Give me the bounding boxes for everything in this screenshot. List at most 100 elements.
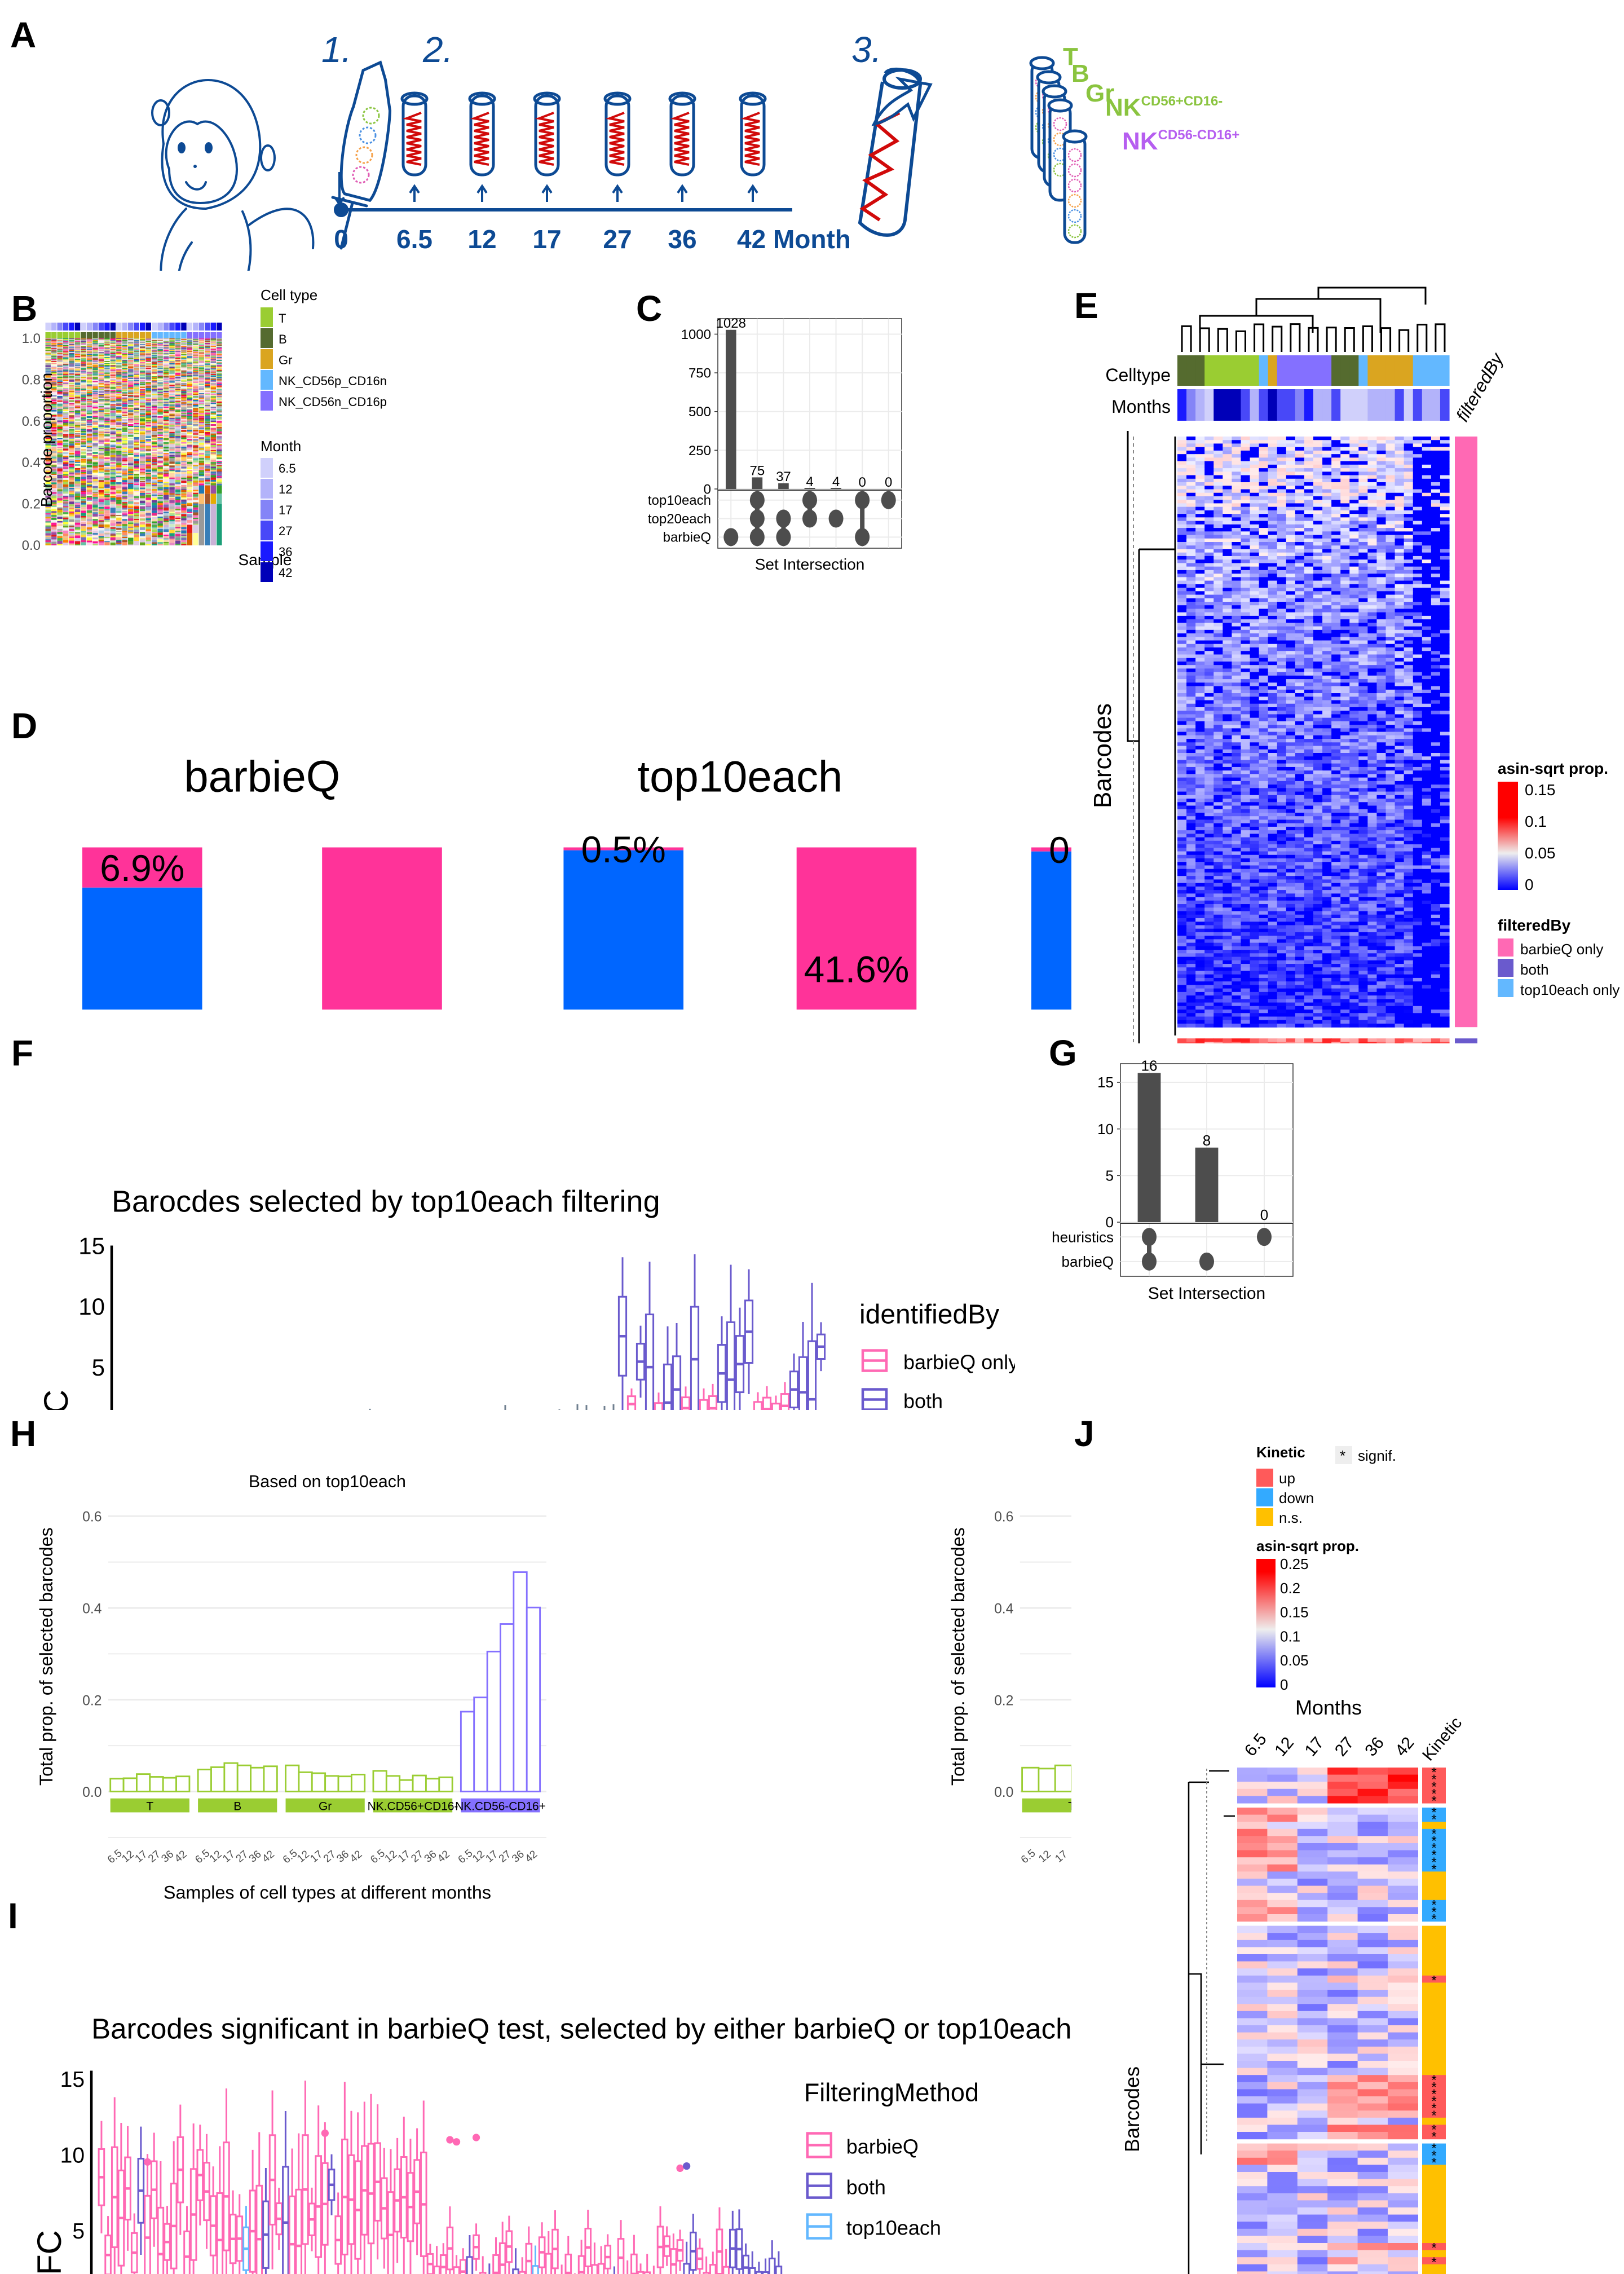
celltype-cell bbox=[210, 332, 217, 340]
barcode-segment bbox=[116, 395, 122, 396]
barcode-segment bbox=[139, 417, 145, 418]
barcode-segment bbox=[74, 345, 81, 346]
barcode-segment bbox=[193, 338, 198, 340]
barcode-segment bbox=[74, 464, 81, 466]
barcode-segment bbox=[210, 406, 217, 407]
barcode-segment bbox=[116, 497, 122, 500]
barcode-segment bbox=[198, 374, 205, 376]
barcode-segment bbox=[116, 505, 122, 506]
barcode-segment bbox=[98, 506, 104, 509]
barcode-segment bbox=[57, 424, 63, 426]
barcode-segment bbox=[57, 403, 63, 404]
barcode-segment bbox=[145, 343, 151, 345]
barcode-segment bbox=[181, 411, 187, 413]
barcode-segment bbox=[193, 456, 198, 459]
barcode-segment bbox=[139, 352, 145, 354]
barcode-segment bbox=[57, 457, 63, 460]
barcode-segment bbox=[151, 403, 157, 405]
barcode-segment bbox=[51, 344, 57, 346]
barcode-segment bbox=[139, 437, 145, 438]
barcode-segment bbox=[217, 362, 222, 363]
barcode-segment bbox=[63, 420, 69, 422]
barcode-segment bbox=[181, 448, 187, 451]
barcode-segment bbox=[98, 352, 104, 354]
barcode-segment bbox=[205, 341, 210, 342]
legend-swatch bbox=[261, 391, 273, 411]
barcode-segment bbox=[134, 342, 139, 344]
barcode-segment bbox=[57, 417, 63, 420]
barcode-segment bbox=[104, 400, 110, 402]
barcode-segment bbox=[104, 532, 110, 534]
barcode-segment bbox=[151, 466, 157, 468]
barcode-segment bbox=[116, 414, 122, 416]
barcode-segment bbox=[116, 388, 122, 390]
barcode-segment bbox=[74, 382, 81, 384]
barcode-segment bbox=[74, 380, 81, 382]
barcode-segment bbox=[74, 340, 81, 341]
barcode-segment bbox=[157, 350, 163, 351]
barcode-segment bbox=[92, 395, 98, 396]
barcode-segment bbox=[145, 444, 151, 447]
barcode-segment bbox=[151, 350, 157, 351]
month-annot-cell bbox=[1223, 389, 1232, 421]
barcode-segment bbox=[163, 420, 169, 421]
barcode-segment bbox=[104, 358, 110, 359]
barcode-segment bbox=[175, 351, 181, 352]
barcode-segment bbox=[74, 443, 81, 445]
barcode-segment bbox=[169, 437, 175, 439]
barcode-segment bbox=[92, 431, 98, 433]
barcode-segment bbox=[187, 338, 193, 339]
barcode-segment bbox=[81, 492, 86, 495]
heatmap-cell bbox=[1322, 443, 1332, 448]
heatmap-cell bbox=[1394, 437, 1405, 440]
barcode-segment bbox=[145, 361, 151, 362]
barcode-segment bbox=[139, 360, 145, 362]
barcode-segment bbox=[98, 367, 104, 368]
barcode-segment bbox=[92, 400, 98, 402]
barcode-segment bbox=[139, 486, 145, 488]
barcode-segment bbox=[86, 494, 92, 496]
barcode-segment bbox=[81, 390, 86, 391]
barcode-segment bbox=[51, 355, 57, 356]
barcode-segment bbox=[86, 357, 92, 358]
heatmap-cell bbox=[1232, 437, 1242, 440]
barcode-segment bbox=[122, 431, 128, 432]
barcode-segment bbox=[157, 501, 163, 504]
barcode-segment bbox=[63, 459, 69, 461]
barcode-segment bbox=[110, 516, 116, 519]
barcode-segment bbox=[57, 440, 63, 443]
barcode-segment bbox=[205, 393, 210, 394]
barcode-segment bbox=[187, 428, 193, 430]
barcode-segment bbox=[169, 475, 175, 477]
barcode-segment bbox=[69, 341, 74, 342]
barcode-segment bbox=[45, 485, 51, 487]
barcode-segment bbox=[175, 390, 181, 391]
barcode-segment bbox=[128, 368, 134, 369]
barcode-segment bbox=[110, 442, 116, 444]
barcode-segment bbox=[139, 343, 145, 345]
barcode-segment bbox=[205, 469, 210, 471]
barcode-segment bbox=[181, 420, 187, 422]
barcode-segment bbox=[69, 452, 74, 453]
barcode-segment bbox=[98, 519, 104, 521]
legend-label: 12 bbox=[279, 482, 292, 496]
barcode-segment bbox=[92, 381, 98, 382]
barcode-segment bbox=[151, 349, 157, 350]
barcode-segment bbox=[193, 452, 198, 455]
barcode-segment bbox=[45, 518, 51, 522]
barcode-segment bbox=[145, 356, 151, 358]
barcode-segment bbox=[128, 394, 134, 395]
heatmap-cell bbox=[1422, 443, 1432, 448]
barcode-segment bbox=[69, 377, 74, 379]
barcode-segment bbox=[139, 404, 145, 406]
barcode-segment bbox=[210, 444, 217, 447]
barcode-segment bbox=[86, 406, 92, 407]
barcode-segment bbox=[134, 429, 139, 431]
barcode-segment bbox=[98, 405, 104, 406]
barcode-segment bbox=[175, 447, 181, 448]
barcode-segment bbox=[217, 365, 222, 367]
barcode-segment bbox=[169, 393, 175, 395]
set-label: top20each bbox=[648, 512, 711, 527]
barcode-segment bbox=[63, 357, 69, 358]
barcode-segment bbox=[169, 455, 175, 457]
